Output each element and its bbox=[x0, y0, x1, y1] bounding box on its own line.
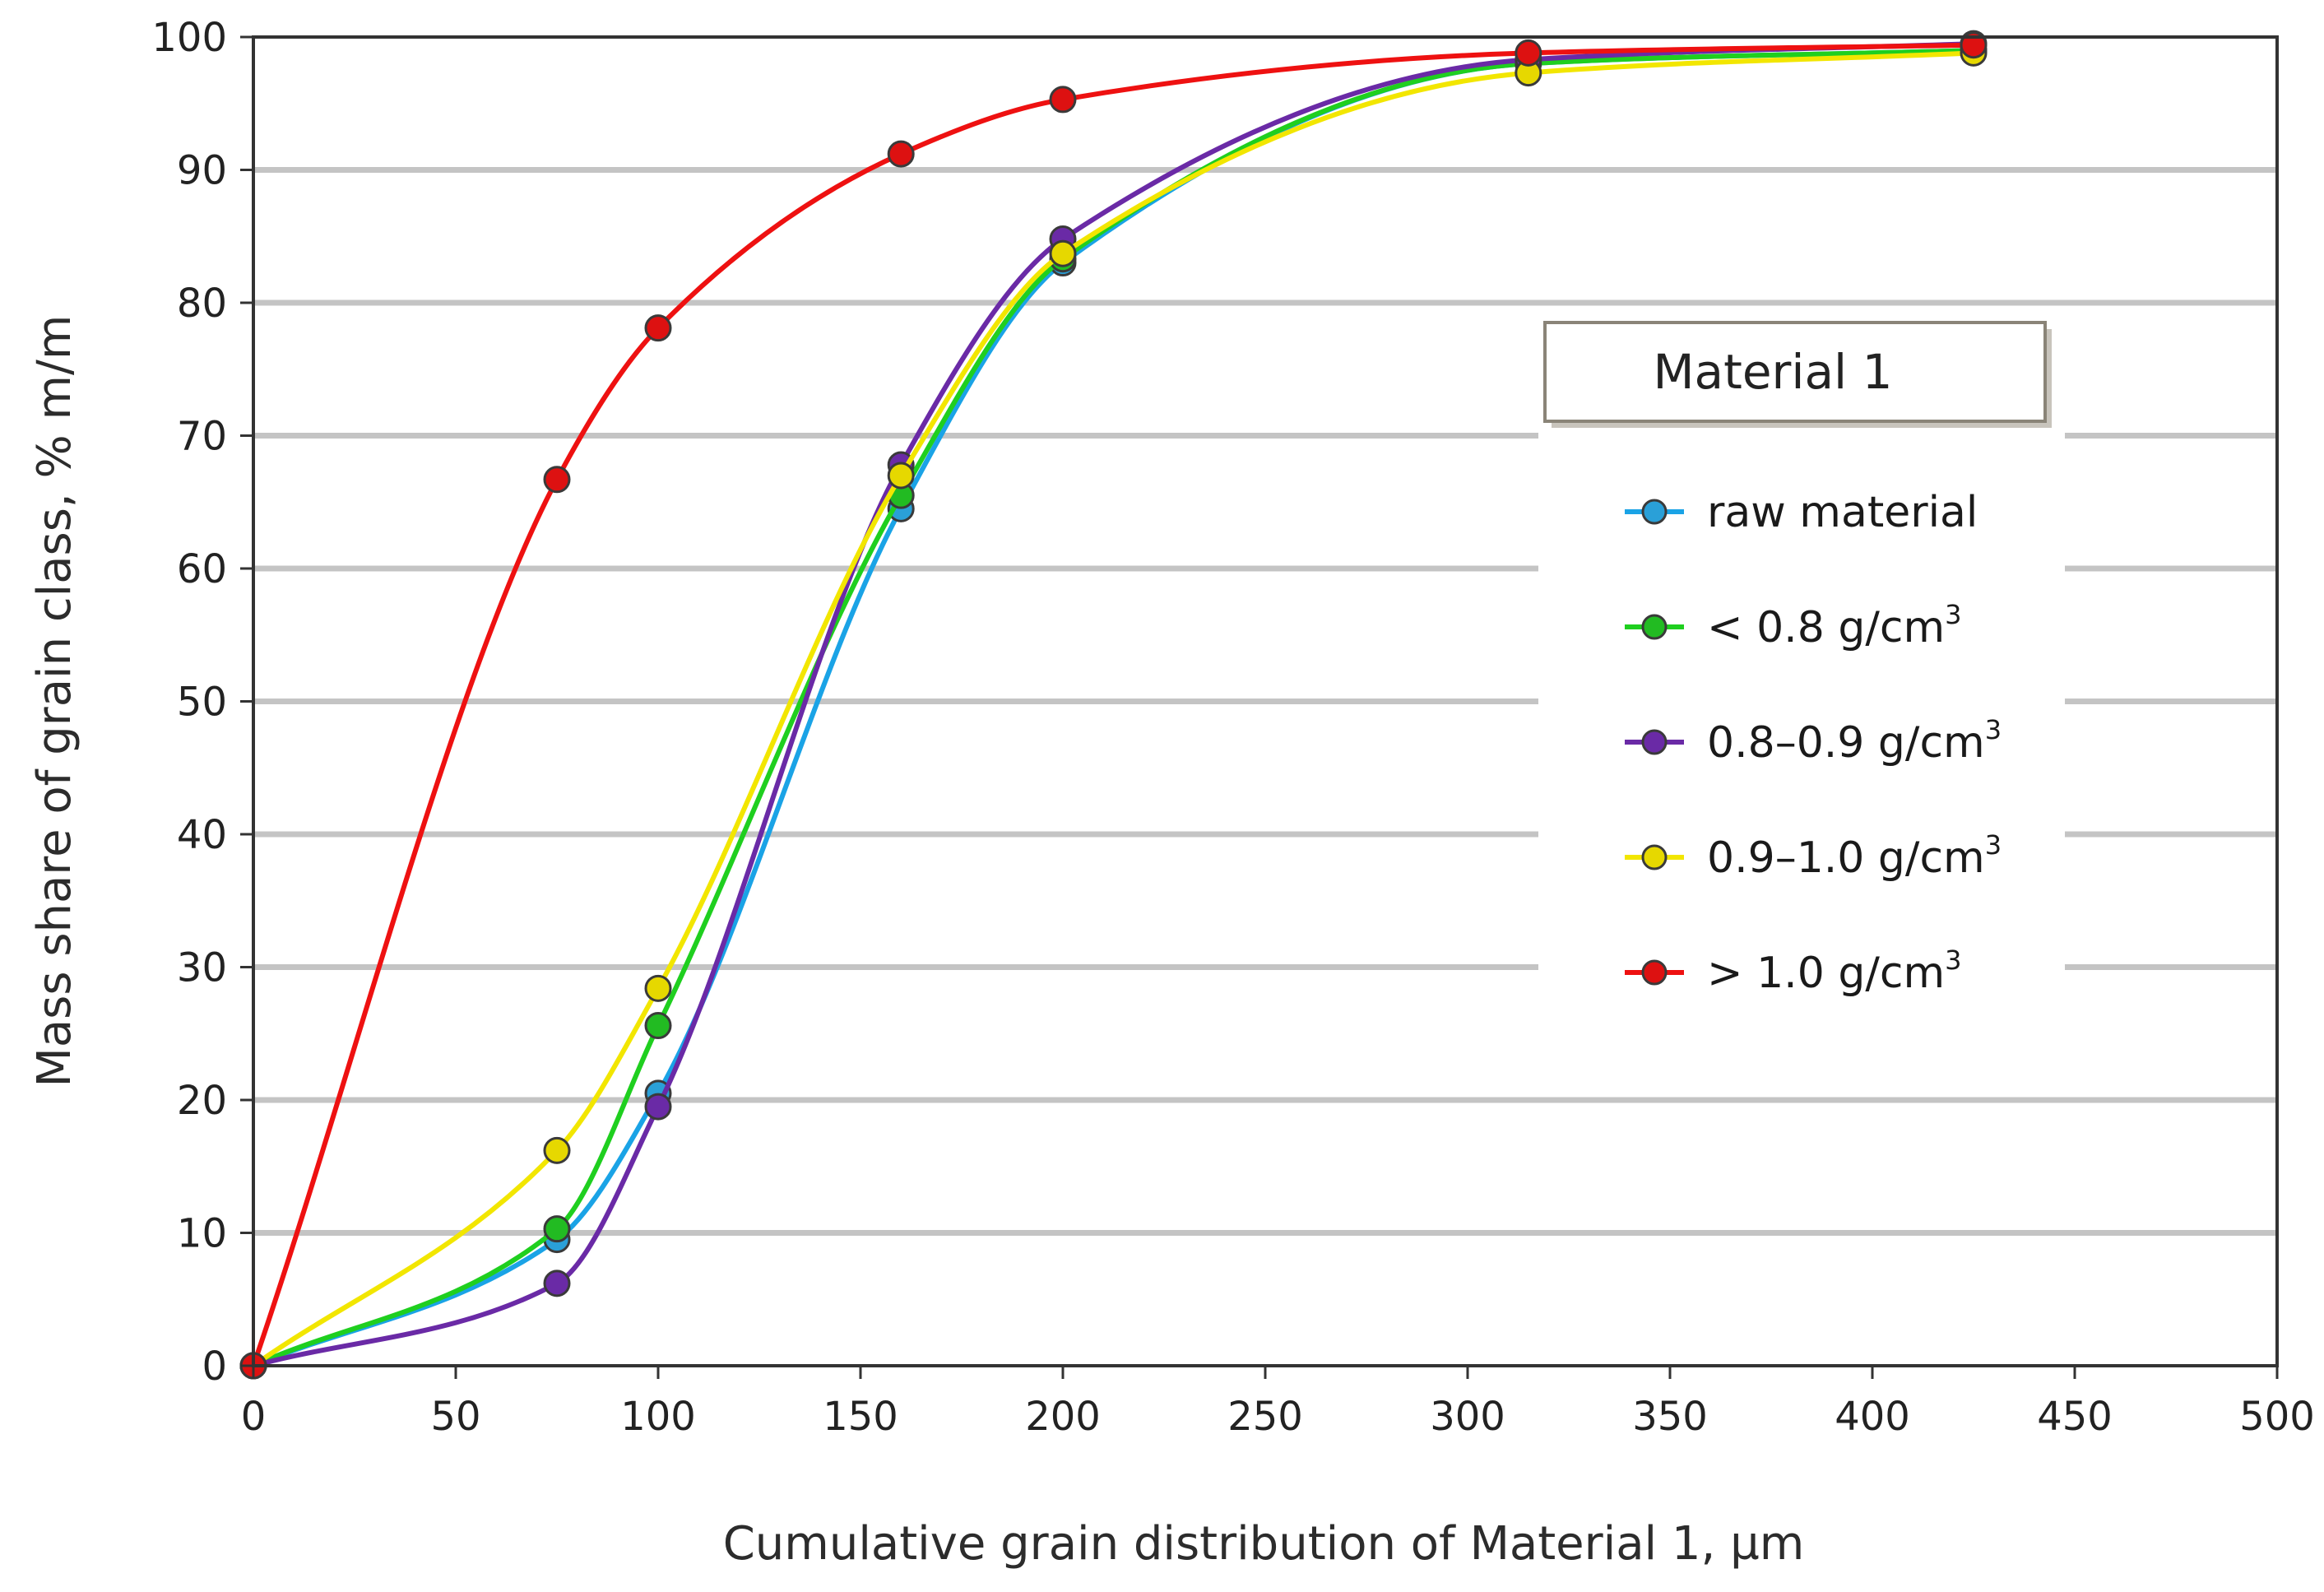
data-point bbox=[887, 140, 915, 168]
data-point bbox=[1049, 86, 1077, 114]
legend-label-text: < 0.8 g/cm bbox=[1707, 603, 1945, 652]
data-point bbox=[543, 1136, 571, 1164]
data-point bbox=[543, 466, 571, 494]
legend-title-box bbox=[1543, 321, 2047, 423]
y-tick-label: 40 bbox=[177, 812, 227, 858]
series-3 bbox=[239, 39, 1988, 1380]
data-point bbox=[644, 314, 672, 342]
data-point bbox=[887, 462, 915, 490]
y-tick-label: 30 bbox=[177, 945, 227, 991]
legend-item: < 0.8 g/cm3 bbox=[1625, 599, 1961, 652]
data-point bbox=[644, 1093, 672, 1121]
x-tick-label: 500 bbox=[2239, 1394, 2315, 1440]
legend-label-superscript: 3 bbox=[1985, 829, 2002, 861]
legend-item: > 1.0 g/cm3 bbox=[1625, 945, 1961, 998]
legend-label-text: 0.9–1.0 g/cm bbox=[1707, 833, 1985, 883]
x-tick-label: 200 bbox=[1025, 1394, 1101, 1440]
data-point bbox=[644, 974, 672, 1002]
data-point bbox=[543, 1215, 571, 1243]
x-tick-label: 0 bbox=[241, 1394, 267, 1440]
y-tick-label: 50 bbox=[177, 680, 227, 726]
x-tick-label: 300 bbox=[1430, 1394, 1505, 1440]
x-axis: 0 50 100 150 200 250 300 350 400 450 500 bbox=[241, 1366, 2315, 1440]
legend-label: < 0.8 g/cm3 bbox=[1707, 599, 1961, 652]
x-tick-label: 50 bbox=[430, 1394, 480, 1440]
y-axis-title: Mass share of grain class, % m/m bbox=[28, 315, 81, 1088]
legend-label: 0.9–1.0 g/cm3 bbox=[1707, 829, 2002, 883]
legend-marker bbox=[1641, 614, 1668, 640]
legend-item: raw material bbox=[1625, 488, 1978, 537]
y-tick-label: 20 bbox=[177, 1078, 227, 1124]
y-tick-label: 70 bbox=[177, 414, 227, 460]
x-tick-label: 100 bbox=[620, 1394, 696, 1440]
y-tick-label: 10 bbox=[177, 1211, 227, 1257]
legend-label-superscript: 3 bbox=[1945, 599, 1961, 630]
legend-item: 0.9–1.0 g/cm3 bbox=[1625, 829, 2002, 883]
legend-item: 0.8–0.9 g/cm3 bbox=[1625, 714, 2002, 768]
legend-label-text: > 1.0 g/cm bbox=[1707, 949, 1945, 998]
legend-marker bbox=[1641, 959, 1668, 986]
data-point bbox=[644, 1012, 672, 1040]
legend-marker bbox=[1641, 729, 1668, 755]
legend-label-superscript: 3 bbox=[1985, 714, 2002, 745]
legend-label: 0.8–0.9 g/cm3 bbox=[1707, 714, 2002, 768]
data-point bbox=[543, 1269, 571, 1297]
legend-label-text: 0.8–0.9 g/cm bbox=[1707, 718, 1985, 768]
x-tick-label: 350 bbox=[1632, 1394, 1708, 1440]
data-point bbox=[1515, 39, 1542, 67]
legend-marker bbox=[1641, 844, 1668, 870]
legend-label: raw material bbox=[1707, 488, 1978, 537]
series-line bbox=[251, 42, 1974, 1367]
y-tick-label: 60 bbox=[177, 546, 227, 592]
y-axis: 0 10 20 30 40 50 60 70 80 90 100 bbox=[151, 15, 253, 1390]
legend-label-text: raw material bbox=[1707, 488, 1978, 537]
legend-label: > 1.0 g/cm3 bbox=[1707, 945, 1961, 998]
legend-label-superscript: 3 bbox=[1945, 945, 1961, 976]
x-tick-label: 150 bbox=[823, 1394, 898, 1440]
series-group bbox=[239, 30, 1988, 1380]
x-tick-label: 400 bbox=[1835, 1394, 1910, 1440]
x-axis-title: Cumulative grain distribution of Materia… bbox=[723, 1517, 1805, 1571]
y-tick-label: 80 bbox=[177, 281, 227, 327]
data-point bbox=[1049, 239, 1077, 267]
x-tick-label: 450 bbox=[2037, 1394, 2113, 1440]
legend: Material 1 raw material< 0.8 g/cm30.8–0.… bbox=[1538, 313, 2065, 998]
data-point bbox=[1960, 31, 1988, 59]
y-tick-label: 90 bbox=[177, 148, 227, 194]
y-tick-label: 0 bbox=[202, 1344, 227, 1390]
x-tick-label: 250 bbox=[1227, 1394, 1303, 1440]
legend-title: Material 1 bbox=[1654, 344, 1893, 400]
y-tick-label: 100 bbox=[151, 15, 227, 61]
legend-marker bbox=[1641, 499, 1668, 525]
